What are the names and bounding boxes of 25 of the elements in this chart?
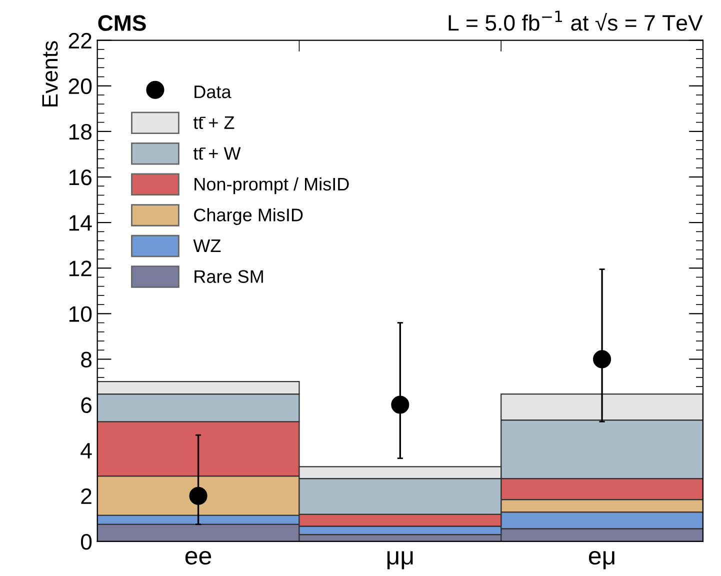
y-tick-label: 22 xyxy=(68,32,92,48)
y-tick-label: 20 xyxy=(68,78,92,94)
y-tick-label: 18 xyxy=(69,124,92,140)
legend-label: Charge MisID xyxy=(194,208,303,225)
legend-label: Rare SM xyxy=(194,270,263,283)
y-tick-label: 2 xyxy=(81,488,92,504)
y-tick-label: 16 xyxy=(69,170,92,186)
legend-label: Data xyxy=(194,86,232,98)
legend-label: WZ xyxy=(193,240,221,252)
x-tick-label: μμ xyxy=(387,551,413,570)
y-tick-label: 12 xyxy=(69,260,92,276)
x-tick-label: ee xyxy=(185,550,212,565)
y-tick-label: 0 xyxy=(80,534,92,550)
y-tick-label: 8 xyxy=(81,352,92,368)
y-axis-title: Events xyxy=(42,41,58,106)
legend-label: Non-prompt / MisID xyxy=(194,177,349,194)
chart-subtitle: L = 5.0 fb$^{−1}$ at √s = 7 TeV xyxy=(448,10,703,31)
x-tick-label: eμ xyxy=(588,550,614,570)
y-tick-label: 10 xyxy=(69,306,92,322)
y-tick-label: 4 xyxy=(80,443,92,458)
chart-title: CMS xyxy=(98,15,146,31)
y-tick-label: 6 xyxy=(81,397,92,414)
legend-label: tt̄ + W xyxy=(193,147,241,160)
legend-label: tt̄ + Z xyxy=(193,116,234,129)
y-tick-label: 14 xyxy=(69,215,92,231)
